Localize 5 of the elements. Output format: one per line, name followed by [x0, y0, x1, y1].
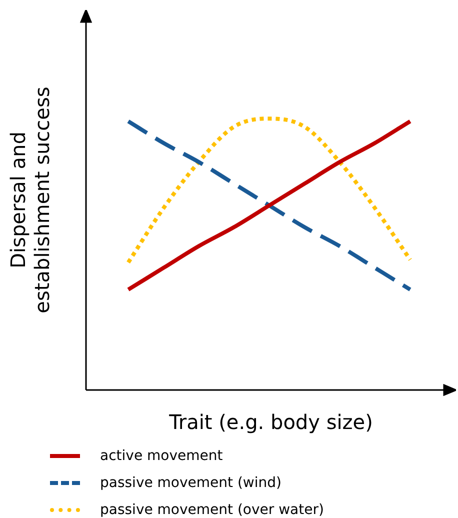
- y-axis-title: Dispersal and establishment success: [6, 86, 54, 314]
- legend-label: passive movement (wind): [100, 474, 282, 490]
- legend-label: active movement: [100, 448, 223, 464]
- x-axis-title: Trait (e.g. body size): [168, 410, 373, 434]
- legend-label: passive movement (over water): [100, 502, 324, 518]
